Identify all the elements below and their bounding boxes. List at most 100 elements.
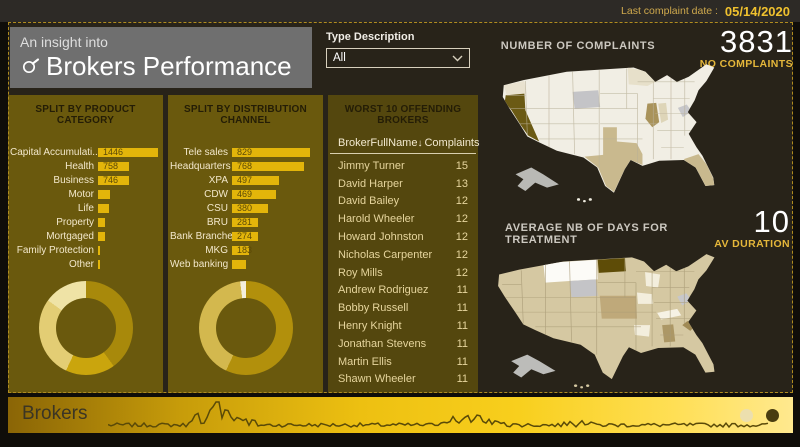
state-in (658, 102, 669, 123)
last-complaint-date-value: 05/14/2020 (724, 3, 790, 19)
table-row[interactable]: David Bailey 12 (330, 193, 476, 211)
table-row[interactable]: Andrew Rodriguez 11 (330, 282, 476, 300)
bar-value-label: 758 (103, 160, 119, 171)
table-row[interactable]: Martin Ellis 11 (330, 353, 476, 371)
table-row[interactable]: Bobby Russell 11 (330, 299, 476, 317)
bar-row[interactable]: CDW 469 (168, 187, 323, 201)
bar-row[interactable]: MKG 183 (168, 243, 323, 257)
bar-row[interactable]: Tele sales 829 (168, 145, 323, 159)
column-header-broker[interactable]: BrokerFullName (338, 137, 418, 149)
worst-brokers-panel-title: WORST 10 OFFENDING BROKERS (344, 104, 462, 126)
complaints-sparkline (108, 401, 769, 429)
bar-row[interactable]: Headquarters 768 (168, 159, 323, 173)
bar[interactable]: 469 (232, 189, 277, 199)
pagination-dots (740, 409, 779, 422)
pagination-dot-2[interactable] (766, 409, 779, 422)
bar[interactable]: 497 (232, 175, 279, 185)
bar-track (232, 259, 323, 269)
bar[interactable] (98, 231, 105, 241)
table-row[interactable]: Harold Wheeler 12 (330, 210, 476, 228)
table-header-row[interactable]: BrokerFullName ↓ Complaints (330, 131, 480, 154)
bar-row[interactable]: Family Protection (8, 243, 163, 257)
bar-category-label: Web banking (170, 258, 229, 270)
report-title: Brokers Performance (46, 51, 292, 81)
table-row[interactable]: Jonathan Stevens 11 (330, 335, 476, 353)
chevron-down-icon[interactable] (452, 55, 463, 62)
sort-descending-icon[interactable]: ↓ (417, 138, 423, 149)
column-header-complaints[interactable]: Complaints (424, 137, 480, 149)
complaints-count-cell: 11 (456, 320, 468, 333)
bar-row[interactable]: Life (8, 201, 163, 215)
bar-row[interactable]: Mortgaged (8, 229, 163, 243)
bar-row[interactable]: Business 746 (8, 173, 163, 187)
state-ky (657, 308, 682, 320)
table-row[interactable]: Shawn Wheeler 11 (330, 371, 476, 389)
broker-name-cell: Nicholas Carpenter (338, 248, 433, 261)
bar-track (98, 189, 163, 199)
duration-map-title: AVERAGE NB OF DAYS FOR TREATMENT (505, 222, 668, 246)
bar-track (98, 203, 163, 213)
bar[interactable]: 1446 (98, 147, 158, 157)
state-ak (511, 354, 556, 378)
bar[interactable] (98, 217, 106, 227)
bar[interactable]: 281 (232, 217, 259, 227)
bar-row[interactable]: BRU 281 (168, 215, 323, 229)
bar-row[interactable]: Other (8, 257, 163, 271)
bar[interactable] (98, 245, 101, 255)
broker-name-cell: Jonathan Stevens (338, 337, 427, 350)
bar-track: 469 (232, 189, 323, 199)
bar[interactable] (98, 189, 110, 199)
bar-category-label: Headquarters (170, 160, 231, 172)
worst-brokers-table: Jimmy Turner 15 David Harper 13 David Bailey… (330, 157, 476, 388)
duration-choropleth-map[interactable] (483, 250, 795, 393)
bar-row[interactable]: XPA 497 (168, 173, 323, 187)
bar-track: 1446 (98, 147, 163, 157)
bar[interactable]: 758 (98, 160, 130, 171)
complaints-choropleth-map[interactable] (488, 60, 793, 207)
bar-track: 746 (98, 175, 163, 185)
bar[interactable]: 183 (232, 245, 252, 255)
distribution-channel-donut-chart[interactable] (198, 281, 293, 375)
bar-category-label: CDW (204, 188, 228, 200)
bar[interactable]: 746 (98, 175, 129, 185)
bar-track (98, 245, 163, 255)
product-category-bar-chart: Capital Accumulati... 1446 Health 758 Busine… (8, 145, 163, 271)
type-description-slicer: Type Description All (326, 31, 470, 68)
bar-row[interactable]: Property (8, 215, 163, 229)
product-category-donut-chart[interactable] (38, 281, 133, 375)
bar-category-label: Motor (68, 188, 94, 200)
table-row[interactable]: Nicholas Carpenter 12 (330, 246, 476, 264)
complaints-count-cell: 12 (455, 195, 468, 208)
brokers-tab-band[interactable]: Brokers (8, 397, 793, 433)
bar-category-label: XPA (208, 174, 228, 186)
bar[interactable] (98, 259, 100, 269)
bar-category-label: Property (56, 216, 94, 228)
bar-row[interactable]: Health 758 (8, 159, 163, 173)
bar[interactable]: 768 (232, 161, 305, 171)
bar-track: 768 (232, 161, 323, 171)
pagination-dot-1[interactable] (740, 409, 753, 422)
bar-category-label: Business (53, 174, 94, 186)
bar-row[interactable]: Web banking (168, 257, 323, 271)
bar[interactable]: 274 (232, 230, 258, 241)
table-row[interactable]: Roy Mills 12 (330, 264, 476, 282)
bar-row[interactable]: Motor (8, 187, 163, 201)
table-row[interactable]: Jimmy Turner 15 (330, 157, 476, 175)
table-row[interactable]: David Harper 13 (330, 175, 476, 193)
bar[interactable] (98, 203, 109, 213)
bar-value-label: 380 (237, 202, 253, 213)
bar-row[interactable]: CSU 380 (168, 201, 323, 215)
type-description-dropdown[interactable]: All (326, 48, 470, 68)
bar[interactable] (232, 259, 247, 269)
top-status-bar: Last complaint date : 05/14/2020 (0, 0, 800, 22)
table-row[interactable]: Howard Johnston 12 (330, 228, 476, 246)
broker-name-cell: Harold Wheeler (338, 213, 415, 226)
bar-value-label: 274 (237, 230, 253, 241)
bar-row[interactable]: Capital Accumulati... 1446 (8, 145, 163, 159)
bar-row[interactable]: Bank Branches 274 (168, 229, 323, 243)
bar[interactable]: 829 (232, 147, 310, 157)
state-wy (569, 279, 598, 298)
broker-name-cell: Roy Mills (338, 266, 383, 279)
table-row[interactable]: Henry Knight 11 (330, 317, 476, 335)
bar[interactable]: 380 (232, 202, 268, 213)
